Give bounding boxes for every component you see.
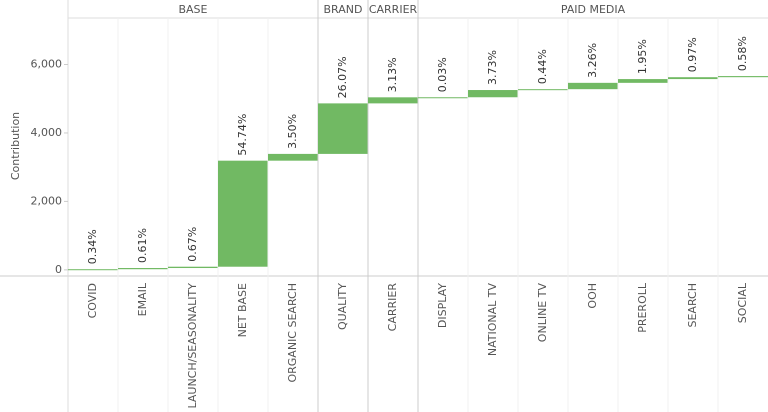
bar [568,82,618,90]
x-tick-label: CARRIER [386,283,399,332]
value-label: 0.34% [86,229,99,264]
value-label: 0.58% [736,36,749,71]
x-tick-label: NATIONAL TV [486,283,499,357]
x-tick-label: EMAIL [136,282,149,316]
value-label: 1.95% [636,39,649,74]
y-axis-label: Contribution [9,112,22,180]
bar [68,269,118,271]
bar [618,79,668,83]
x-tick-label: COVID [86,283,99,318]
bar [418,97,468,99]
value-label: 0.44% [536,49,549,84]
y-tick-label: 2,000 [31,194,63,207]
group-label: BASE [178,3,207,16]
value-label: 0.97% [686,37,699,72]
y-tick-label: 4,000 [31,126,63,139]
x-tick-label: QUALITY [336,283,349,330]
value-label: 0.67% [186,227,199,262]
x-tick-label: LAUNCH/SEASONALITY [186,283,199,409]
bar [168,266,218,269]
value-label: 3.50% [286,114,299,149]
bar [318,103,368,154]
bar [718,76,768,78]
bar [218,160,268,267]
value-label: 26.07% [336,56,349,98]
y-tick-label: 0 [55,263,62,276]
value-label: 3.13% [386,57,399,92]
y-tick-label: 6,000 [31,57,63,70]
x-tick-label: OOH [586,283,599,309]
value-label: 54.74% [236,114,249,156]
group-label: BRAND [324,3,363,16]
x-tick-label: SEARCH [686,283,699,328]
bar [368,97,418,104]
bar [668,77,718,80]
x-tick-label: ORGANIC SEARCH [286,283,299,383]
x-tick-label: DISPLAY [436,283,449,328]
group-label: PAID MEDIA [561,3,626,16]
bar [268,153,318,161]
value-label: 0.61% [136,228,149,263]
x-tick-label: NET BASE [236,283,249,337]
x-tick-label: ONLINE TV [536,283,549,343]
x-tick-label: PREROLL [636,282,649,333]
x-tick-label: SOCIAL [736,282,749,323]
value-label: 3.26% [586,43,599,78]
bar [518,89,568,91]
bar [468,90,518,98]
bar [118,268,168,270]
value-label: 0.03% [436,57,449,92]
group-label: CARRIER [369,3,418,16]
value-label: 3.73% [486,50,499,85]
